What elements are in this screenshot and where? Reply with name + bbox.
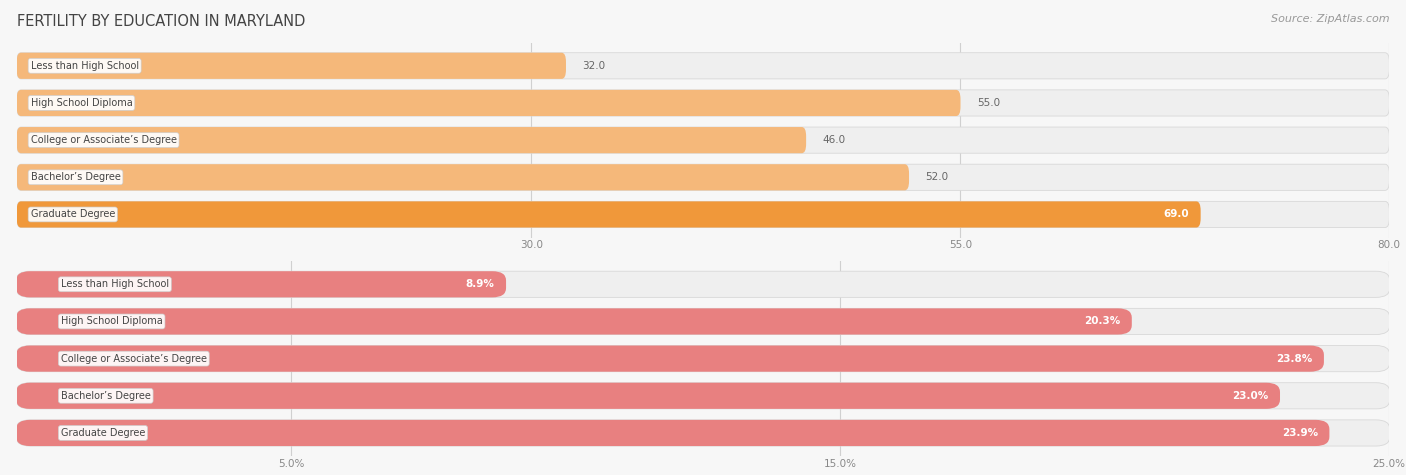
FancyBboxPatch shape (17, 90, 960, 116)
Text: 32.0: 32.0 (582, 61, 606, 71)
FancyBboxPatch shape (17, 127, 1389, 153)
Text: FERTILITY BY EDUCATION IN MARYLAND: FERTILITY BY EDUCATION IN MARYLAND (17, 14, 305, 29)
FancyBboxPatch shape (17, 53, 1389, 79)
Text: 52.0: 52.0 (925, 172, 949, 182)
FancyBboxPatch shape (17, 345, 1389, 372)
Text: High School Diploma: High School Diploma (31, 98, 132, 108)
FancyBboxPatch shape (17, 127, 806, 153)
FancyBboxPatch shape (17, 201, 1389, 228)
Text: 23.9%: 23.9% (1282, 428, 1317, 438)
FancyBboxPatch shape (17, 164, 910, 190)
FancyBboxPatch shape (17, 271, 1389, 297)
Text: 23.8%: 23.8% (1277, 353, 1312, 364)
Text: Graduate Degree: Graduate Degree (60, 428, 145, 438)
Text: Source: ZipAtlas.com: Source: ZipAtlas.com (1271, 14, 1389, 24)
FancyBboxPatch shape (17, 53, 567, 79)
FancyBboxPatch shape (17, 308, 1389, 334)
Text: Bachelor’s Degree: Bachelor’s Degree (60, 391, 150, 401)
Text: Less than High School: Less than High School (31, 61, 139, 71)
Text: 46.0: 46.0 (823, 135, 845, 145)
FancyBboxPatch shape (17, 90, 1389, 116)
Text: 55.0: 55.0 (977, 98, 1000, 108)
Text: Less than High School: Less than High School (60, 279, 169, 289)
FancyBboxPatch shape (17, 420, 1330, 446)
FancyBboxPatch shape (17, 308, 1132, 334)
Text: High School Diploma: High School Diploma (60, 316, 163, 326)
Text: College or Associate’s Degree: College or Associate’s Degree (60, 353, 207, 364)
Text: 69.0: 69.0 (1164, 209, 1189, 219)
FancyBboxPatch shape (17, 345, 1324, 372)
FancyBboxPatch shape (17, 164, 1389, 190)
FancyBboxPatch shape (17, 420, 1389, 446)
Text: 20.3%: 20.3% (1084, 316, 1121, 326)
FancyBboxPatch shape (17, 383, 1279, 409)
Text: Bachelor’s Degree: Bachelor’s Degree (31, 172, 121, 182)
FancyBboxPatch shape (17, 201, 1201, 228)
Text: College or Associate’s Degree: College or Associate’s Degree (31, 135, 177, 145)
FancyBboxPatch shape (17, 271, 506, 297)
Text: 8.9%: 8.9% (465, 279, 495, 289)
Text: 23.0%: 23.0% (1232, 391, 1268, 401)
FancyBboxPatch shape (17, 383, 1389, 409)
Text: Graduate Degree: Graduate Degree (31, 209, 115, 219)
